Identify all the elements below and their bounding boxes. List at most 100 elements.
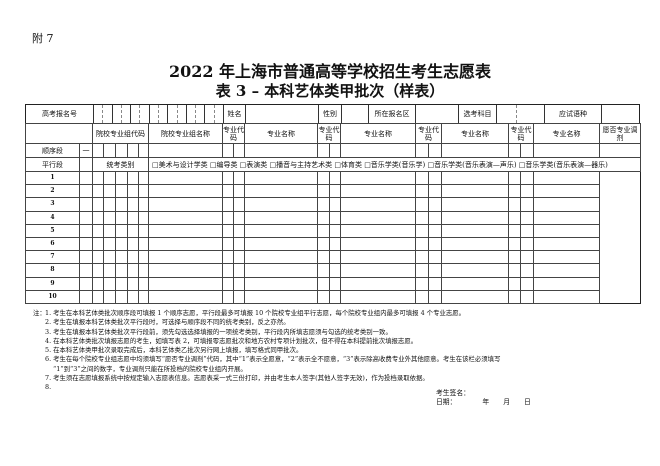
adjust-cell[interactable] [533, 170, 600, 186]
name-cell[interactable] [329, 276, 341, 291]
code-digit-cell[interactable] [115, 143, 128, 158]
code-digit-cell[interactable] [115, 184, 128, 199]
name-cell[interactable] [428, 223, 442, 238]
code-digit-cell[interactable] [79, 223, 93, 238]
code-digit-cell[interactable] [317, 276, 330, 291]
code-digit-cell[interactable] [508, 184, 521, 199]
exam-no-digit-box[interactable] [139, 105, 148, 123]
code-digit-cell[interactable] [222, 170, 234, 186]
exam-no-digit-box[interactable] [204, 105, 213, 123]
code-digit-cell[interactable] [222, 263, 234, 278]
code-digit-cell[interactable] [127, 197, 139, 212]
code-digit-cell[interactable] [441, 250, 509, 265]
name-cell[interactable] [329, 289, 341, 304]
subject-field-1[interactable] [496, 105, 516, 123]
code-digit-cell[interactable] [428, 143, 442, 158]
code-digit-cell[interactable] [508, 250, 521, 265]
name-cell[interactable] [138, 276, 149, 291]
exam-no-digit-box[interactable] [185, 105, 195, 123]
code-digit-cell[interactable] [244, 170, 318, 186]
adjust-cell[interactable] [533, 184, 600, 199]
code-digit-cell[interactable] [508, 210, 521, 225]
code-digit-cell[interactable] [115, 250, 128, 265]
exam-no-digit-box[interactable] [158, 105, 167, 123]
code-digit-cell[interactable] [244, 236, 318, 252]
name-cell[interactable] [233, 223, 245, 238]
name-cell[interactable] [138, 250, 149, 265]
code-digit-cell[interactable] [127, 143, 139, 158]
code-digit-cell[interactable] [103, 289, 116, 304]
code-digit-cell[interactable] [441, 289, 509, 304]
name-cell[interactable] [233, 184, 245, 199]
code-digit-cell[interactable] [317, 184, 330, 199]
name-cell[interactable] [533, 143, 600, 158]
adjust-cell[interactable] [599, 143, 641, 158]
code-digit-cell[interactable] [508, 143, 521, 158]
code-digit-cell[interactable] [317, 236, 330, 252]
code-digit-cell[interactable] [92, 289, 104, 304]
gender-field[interactable] [341, 105, 368, 123]
code-digit-cell[interactable] [115, 223, 128, 238]
code-digit-cell[interactable] [79, 263, 93, 278]
code-digit-cell[interactable] [103, 276, 116, 291]
subject-field-2[interactable] [516, 105, 544, 123]
code-digit-cell[interactable] [92, 236, 104, 252]
code-digit-cell[interactable] [222, 184, 234, 199]
name-cell[interactable] [329, 250, 341, 265]
name-cell[interactable] [329, 236, 341, 252]
name-cell[interactable] [138, 289, 149, 304]
code-digit-cell[interactable] [127, 170, 139, 186]
code-digit-cell[interactable] [148, 289, 223, 304]
code-digit-cell[interactable] [317, 170, 330, 186]
name-cell[interactable] [340, 143, 416, 158]
name-cell[interactable] [428, 250, 442, 265]
code-digit-cell[interactable] [441, 184, 509, 199]
code-digit-cell[interactable] [340, 170, 416, 186]
code-digit-cell[interactable] [148, 236, 223, 252]
code-digit-cell[interactable] [441, 210, 509, 225]
code-digit-cell[interactable] [317, 143, 330, 158]
code-digit-cell[interactable] [92, 197, 104, 212]
code-digit-cell[interactable] [340, 236, 416, 252]
code-digit-cell[interactable] [127, 223, 139, 238]
code-digit-cell[interactable] [415, 184, 429, 199]
name-cell[interactable] [244, 143, 318, 158]
code-digit-cell[interactable] [127, 276, 139, 291]
name-cell[interactable] [428, 170, 442, 186]
code-digit-cell[interactable] [148, 250, 223, 265]
code-digit-cell[interactable] [222, 250, 234, 265]
code-digit-cell[interactable] [127, 250, 139, 265]
name-cell[interactable] [520, 210, 534, 225]
code-digit-cell[interactable] [138, 143, 149, 158]
code-digit-cell[interactable] [317, 250, 330, 265]
code-digit-cell[interactable] [244, 197, 318, 212]
code-digit-cell[interactable] [441, 276, 509, 291]
code-digit-cell[interactable] [79, 197, 93, 212]
code-digit-cell[interactable] [148, 197, 223, 212]
code-digit-cell[interactable] [92, 143, 104, 158]
code-digit-cell[interactable] [415, 236, 429, 252]
language-field[interactable] [601, 105, 641, 123]
code-digit-cell[interactable] [103, 170, 116, 186]
exam-no-digit-box[interactable] [130, 105, 139, 123]
exam-no-digit-box[interactable] [120, 105, 130, 123]
code-digit-cell[interactable] [508, 276, 521, 291]
code-digit-cell[interactable] [244, 263, 318, 278]
code-digit-cell[interactable] [244, 276, 318, 291]
code-digit-cell[interactable] [340, 289, 416, 304]
code-digit-cell[interactable] [148, 184, 223, 199]
name-cell[interactable] [233, 236, 245, 252]
code-digit-cell[interactable] [340, 263, 416, 278]
code-digit-cell[interactable] [508, 236, 521, 252]
code-digit-cell[interactable] [222, 276, 234, 291]
code-digit-cell[interactable] [115, 263, 128, 278]
code-digit-cell[interactable] [415, 289, 429, 304]
adjust-cell[interactable] [533, 236, 600, 252]
code-digit-cell[interactable] [127, 210, 139, 225]
name-cell[interactable] [138, 236, 149, 252]
name-cell[interactable] [428, 289, 442, 304]
exam-no-digit-box[interactable] [195, 105, 204, 123]
code-digit-cell[interactable] [79, 236, 93, 252]
code-digit-cell[interactable] [415, 263, 429, 278]
code-digit-cell[interactable] [148, 223, 223, 238]
